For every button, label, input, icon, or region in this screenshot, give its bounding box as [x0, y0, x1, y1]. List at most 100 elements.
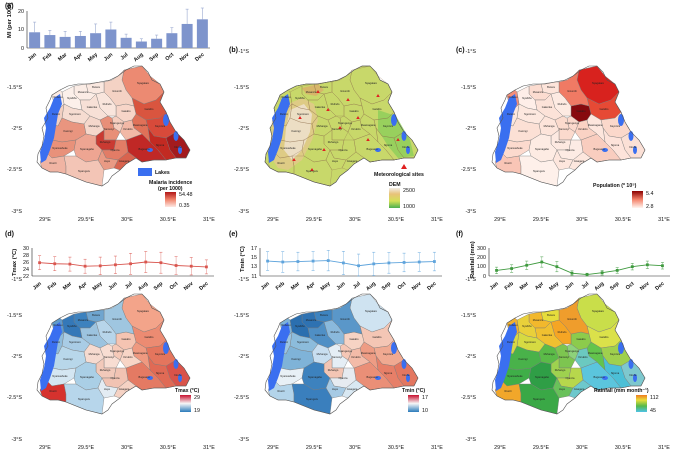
lat-tick: -2°S — [11, 126, 22, 132]
ylabel-e: Tmin (°C) — [240, 246, 246, 272]
lat-tick: -2.5°S — [461, 167, 476, 173]
district-label: Kicukiro — [351, 127, 361, 131]
legend-f-min: 45 — [650, 408, 656, 414]
data-point — [266, 259, 269, 263]
district-label: Burera — [547, 313, 555, 317]
lat-tick: -2.5°S — [234, 167, 249, 173]
district-label: Nyaruguru — [306, 169, 319, 173]
month-tick: Jun — [107, 281, 118, 292]
site-marker — [346, 98, 350, 101]
district-label: Rusizi — [504, 161, 511, 165]
district-label: Gicumbi — [112, 89, 122, 93]
lon-tick: 30°E — [349, 217, 361, 223]
lat-tick: -1.5°S — [234, 313, 249, 319]
district-label: Gakenke — [315, 333, 326, 337]
legend-f-colorbar — [636, 395, 647, 412]
lake — [406, 374, 410, 382]
district-label: Rusizi — [504, 389, 511, 393]
district-label: Nyabihu — [295, 96, 305, 100]
data-point — [570, 271, 574, 275]
district-label: Rutsiro — [280, 340, 289, 344]
district-label: Nyaruguru — [533, 397, 546, 401]
district-label: Rubavu — [509, 95, 518, 99]
site-marker — [326, 108, 330, 111]
district-label: Gatsibo — [145, 335, 154, 339]
district-label: Ngoma — [384, 371, 393, 375]
district-label: Nyarugenge — [338, 121, 353, 125]
site-marker — [396, 138, 400, 141]
district-label: Nyamasheke — [507, 374, 523, 378]
district-label: Gicumbi — [567, 317, 577, 321]
district-label: Nyaruguru — [533, 169, 546, 173]
month-tick: Jul — [124, 281, 134, 291]
data-point — [630, 265, 634, 269]
ylabel-f: Rainfall (mm) — [470, 241, 476, 278]
relief-band — [284, 104, 312, 160]
lake — [618, 114, 624, 126]
district-label: Nyanza — [111, 376, 120, 380]
lon-tick: 30.5°E — [160, 217, 177, 223]
district-label: Ngoma — [611, 143, 620, 147]
district-label: Rubavu — [54, 323, 63, 327]
lon-tick: 30.5°E — [615, 217, 632, 223]
district-label: Nyagatare — [365, 81, 378, 85]
legend-c-min: 2.8 — [646, 204, 654, 210]
lat-tick: -3°S — [11, 437, 22, 443]
month-tick: Sep — [381, 280, 393, 291]
district-label: Nyarugenge — [565, 349, 580, 353]
country-border — [491, 65, 646, 187]
data-point — [114, 263, 117, 267]
district-label: Kicukiro — [578, 355, 588, 359]
district-label: Bugesera — [138, 147, 150, 151]
lon-tick: 29°E — [494, 445, 506, 451]
ylabel-d: Tmax (°C) — [12, 249, 18, 276]
district-label: Kamonyi — [559, 127, 570, 131]
district-label: Ngoma — [156, 143, 165, 147]
ylabel-a: MI (per 1000) — [7, 2, 13, 38]
month-tick: May — [548, 281, 560, 292]
month-tick: Jun — [564, 281, 575, 292]
month-tick: Dec — [654, 281, 665, 292]
month-tick: Jul — [580, 281, 590, 291]
data-point — [174, 264, 178, 267]
legend-e-colorbar — [408, 395, 419, 412]
data-point — [98, 264, 102, 268]
district-label: Nyamagabe — [80, 375, 95, 379]
data-point — [68, 262, 72, 266]
lon-tick: 30°E — [121, 217, 133, 223]
month-tick: Jan — [32, 281, 43, 292]
month-tick: Feb — [504, 280, 516, 291]
district-label: Rusizi — [49, 389, 56, 393]
district-label: Musanze — [78, 318, 89, 322]
district-label: Rusizi — [49, 161, 56, 165]
panel-label-e: (e) — [229, 231, 238, 238]
legend-d-colorbar — [180, 395, 191, 412]
district-label: Huye — [559, 159, 566, 163]
district-label: Kayonza — [155, 124, 166, 128]
district-label: Ruhango — [328, 140, 339, 144]
lake — [178, 146, 182, 154]
district-label: Rutsiro — [507, 340, 516, 344]
district-label: Nyagatare — [592, 309, 605, 313]
district-label: Ngoma — [611, 371, 620, 375]
district-label: Gatsibo — [373, 107, 382, 111]
district-label: Musanze — [306, 90, 317, 94]
lon-tick: 29°E — [39, 445, 51, 451]
map-tmin: Nyagatare Gatsibo Kayonza Ngoma Kirehe Bugese… — [264, 293, 419, 415]
sites-label: Meteorological sites — [374, 172, 424, 178]
ytick-a-2: 20 — [18, 9, 24, 15]
district-label: Rubavu — [509, 323, 518, 327]
month-tick: Jul — [120, 52, 130, 62]
data-point — [281, 260, 285, 264]
district-label: Gicumbi — [112, 317, 122, 321]
district-label: Nyagatare — [365, 309, 378, 313]
lon-tick: 31°E — [203, 445, 215, 451]
legend-a-min: 0.35 — [179, 203, 190, 209]
lat-tick: -1°S — [11, 277, 22, 283]
district-label: Kamonyi — [332, 355, 343, 359]
lake — [375, 376, 381, 380]
lon-tick: 31°E — [431, 217, 443, 223]
lon-tick: 29.5°E — [533, 445, 550, 451]
data-point — [540, 260, 544, 264]
series-line — [39, 261, 207, 268]
